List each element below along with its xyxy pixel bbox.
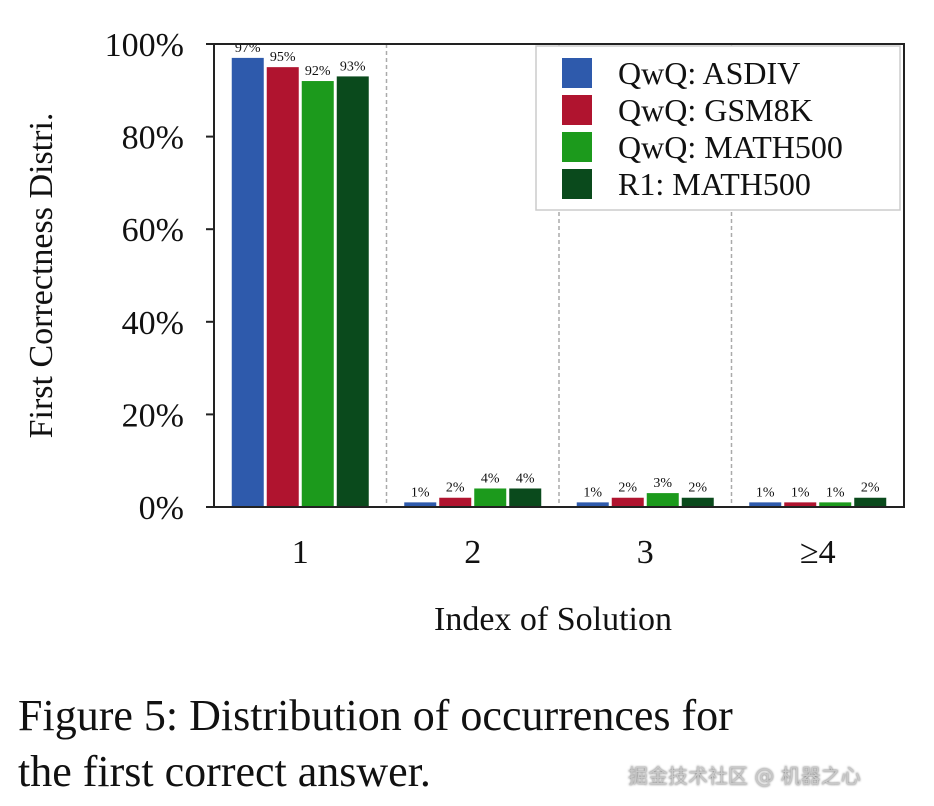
- watermark: 掘金技术社区 @ 机器之心: [628, 764, 861, 788]
- caption-line-1: Figure 5: Distribution of occurrences fo…: [18, 691, 733, 740]
- x-axis-label: Index of Solution: [434, 601, 672, 638]
- legend-swatch: [562, 58, 592, 88]
- caption-line-2: the first correct answer.: [18, 747, 431, 796]
- x-tick-label: 2: [464, 534, 481, 571]
- bars-group: [231, 57, 887, 508]
- y-tick-label: 40%: [122, 305, 184, 342]
- bar: [819, 502, 852, 507]
- y-axis-label: First Correctness Distri.: [23, 113, 60, 439]
- bar: [231, 57, 264, 507]
- bar: [611, 497, 644, 507]
- bar: [784, 502, 817, 507]
- bar: [681, 497, 714, 507]
- bar: [266, 67, 299, 508]
- bar-value-label: 93%: [340, 59, 366, 74]
- y-tick-label: 0%: [139, 490, 184, 527]
- legend-box: [535, 45, 901, 211]
- bar-value-label: 1%: [791, 485, 810, 500]
- bar-value-label: 95%: [270, 50, 296, 65]
- x-tick-label: ≥4: [800, 534, 836, 571]
- bar: [854, 497, 887, 507]
- bar: [509, 488, 542, 507]
- bar-value-labels: 97%95%92% 93%1% 2%4% 4%1% 2% 3% 2% 1% 1% 1% 2%: [235, 41, 880, 500]
- bar-value-label: 1%: [411, 485, 430, 500]
- legend-label: QwQ: MATH500: [618, 129, 843, 165]
- bar-value-label: 1%: [583, 485, 602, 500]
- legend-label: R1: MATH500: [618, 166, 811, 202]
- y-tick-label: 100%: [105, 27, 184, 64]
- bar-value-label: 2%: [446, 481, 465, 496]
- plot-area-frame: [213, 43, 905, 508]
- bar-value-label: 1%: [756, 485, 775, 500]
- legend-swatch: [562, 95, 592, 125]
- y-tick-label: 80%: [122, 120, 184, 157]
- figure-caption: Figure 5: Distribution of occurrences fo…: [18, 688, 918, 800]
- legend-label: QwQ: GSM8K: [618, 92, 813, 128]
- bar: [474, 488, 507, 507]
- bar: [336, 76, 369, 507]
- x-tick-label: 3: [637, 534, 654, 571]
- bar-chart: 97%95%92% 93%1% 2%4% 4%1% 2% 3% 2% 1% 1% 1% 2% 0%2…: [23, 27, 905, 638]
- bar-value-label: 1%: [826, 485, 845, 500]
- bar-value-label: 4%: [516, 471, 535, 486]
- x-tick-label: 1: [292, 534, 309, 571]
- bar: [439, 497, 472, 507]
- bar-value-label: 2%: [688, 481, 707, 496]
- legend-label: QwQ: ASDIV: [618, 55, 800, 91]
- bar-value-label: 3%: [653, 476, 672, 491]
- x-axis-ticks: 1 2 3 ≥4: [292, 534, 836, 571]
- bar-value-label: 4%: [481, 471, 500, 486]
- y-tick-label: 60%: [122, 212, 184, 249]
- bar: [749, 502, 782, 507]
- bar: [576, 502, 609, 507]
- y-axis-ticks: 0% 20% 40% 60% 80% 100%: [105, 27, 214, 527]
- bar: [301, 81, 334, 507]
- bar-value-label: 92%: [305, 64, 331, 79]
- legend-swatch: [562, 132, 592, 162]
- legend-swatch: [562, 169, 592, 199]
- y-tick-label: 20%: [122, 397, 184, 434]
- bar: [646, 493, 679, 507]
- bar-value-label: 2%: [861, 481, 880, 496]
- bar: [404, 502, 437, 507]
- bar-value-label: 2%: [618, 481, 637, 496]
